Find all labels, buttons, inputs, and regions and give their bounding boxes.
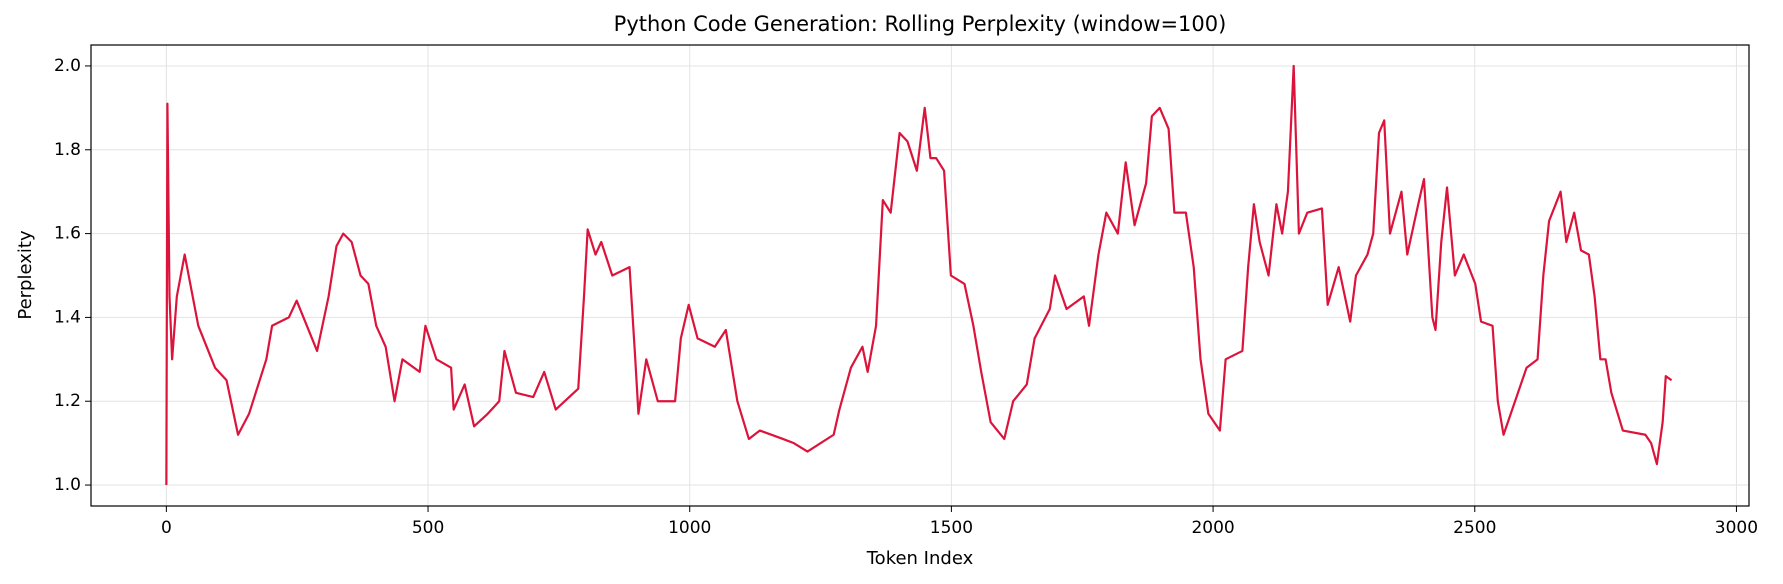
- y-tick-label: 1.2: [54, 391, 81, 411]
- x-tick-label: 2500: [1453, 518, 1496, 538]
- x-tick-label: 500: [412, 518, 444, 538]
- chart-title: Python Code Generation: Rolling Perplexi…: [614, 12, 1227, 36]
- y-axis-label: Perplexity: [15, 230, 36, 320]
- x-tick-label: 0: [161, 518, 172, 538]
- plot-frame: [90, 44, 1750, 507]
- x-tick-label: 1500: [930, 518, 973, 538]
- y-tick-label: 1.6: [54, 224, 81, 244]
- x-axis-label: Token Index: [866, 548, 974, 569]
- y-tick-label: 1.0: [54, 475, 81, 495]
- x-tick-label: 2000: [1191, 518, 1234, 538]
- x-tick-label: 3000: [1715, 518, 1758, 538]
- y-tick-label: 2.0: [54, 56, 81, 76]
- y-tick-label: 1.8: [54, 140, 81, 160]
- y-tick-label: 1.4: [54, 307, 81, 327]
- x-tick-label: 1000: [668, 518, 711, 538]
- line-series: [165, 64, 1673, 486]
